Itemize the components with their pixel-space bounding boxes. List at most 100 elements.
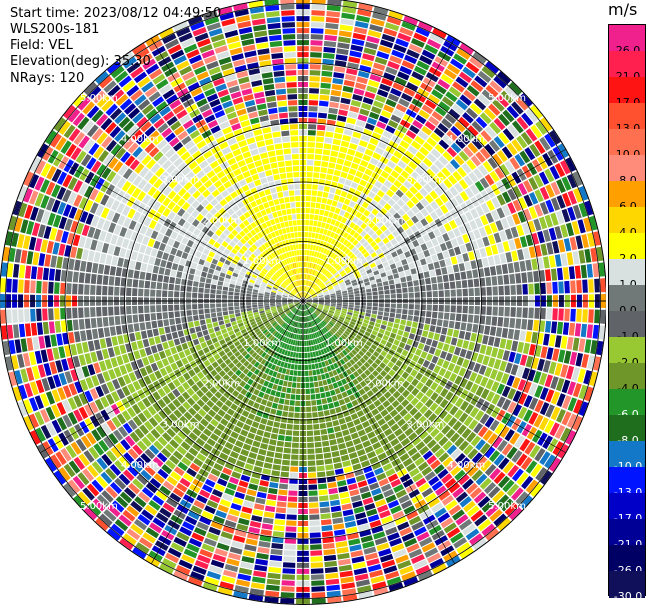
- range-gate: [181, 252, 189, 260]
- range-gate: [178, 351, 186, 359]
- range-gate: [325, 470, 335, 477]
- range-gate: [114, 519, 129, 532]
- range-gate: [199, 433, 209, 442]
- range-gate: [382, 130, 393, 140]
- range-gate: [550, 376, 559, 390]
- range-gate: [424, 471, 436, 482]
- range-gate: [218, 350, 226, 357]
- range-gate: [193, 413, 203, 422]
- range-gate: [305, 394, 311, 400]
- range-gate: [303, 328, 306, 334]
- range-gate: [420, 218, 429, 227]
- range-gate: [539, 320, 546, 332]
- range-gate: [305, 328, 308, 334]
- range-gate: [380, 483, 392, 492]
- range-gate: [1, 325, 8, 340]
- range-gate: [304, 364, 309, 370]
- range-gate: [152, 265, 159, 274]
- range-gate: [273, 323, 279, 328]
- range-gate: [565, 157, 577, 172]
- range-gate: [334, 286, 340, 290]
- range-gate: [447, 362, 456, 372]
- range-gate: [310, 34, 324, 40]
- range-gate: [399, 452, 410, 462]
- range-gate: [286, 508, 297, 514]
- range-gate: [275, 446, 284, 453]
- range-gate: [364, 148, 374, 157]
- range-gate: [316, 252, 320, 258]
- range-gate: [480, 376, 489, 387]
- range-gate: [368, 221, 376, 229]
- range-gate: [148, 219, 157, 230]
- range-gate: [314, 338, 318, 345]
- range-gate: [23, 171, 34, 187]
- range-gate: [485, 212, 494, 224]
- range-gate: [204, 303, 210, 309]
- range-gate: [489, 369, 498, 380]
- range-gate: [89, 202, 99, 214]
- range-gate: [240, 561, 254, 570]
- range-gate: [479, 344, 487, 355]
- range-gate: [291, 358, 296, 364]
- range-gate: [469, 56, 484, 69]
- range-gate: [371, 186, 380, 194]
- range-gate: [292, 333, 295, 339]
- range-gate: [420, 351, 428, 359]
- range-gate: [287, 496, 298, 502]
- range-gate: [439, 242, 448, 252]
- range-gate: [463, 444, 474, 456]
- range-gate: [295, 328, 298, 334]
- range-gate: [335, 228, 342, 235]
- range-gate: [447, 174, 458, 185]
- range-gate: [322, 309, 328, 313]
- range-gate: [280, 598, 295, 604]
- range-gate: [200, 324, 208, 331]
- range-gate: [218, 536, 232, 546]
- range-gate: [392, 373, 401, 381]
- range-gate: [475, 385, 485, 397]
- range-gate: [521, 272, 528, 284]
- range-gate: [42, 308, 48, 321]
- range-gate: [332, 282, 339, 287]
- range-gate: [452, 487, 465, 499]
- range-gate: [286, 350, 291, 357]
- range-gate: [150, 362, 159, 372]
- range-gate: [327, 168, 335, 175]
- range-gate: [307, 244, 311, 250]
- range-gate: [491, 316, 498, 326]
- range-gate: [12, 200, 22, 216]
- range-gate: [311, 263, 314, 269]
- range-gate: [417, 415, 427, 425]
- range-gate: [196, 331, 203, 338]
- range-gate: [464, 187, 475, 199]
- range-gate: [411, 274, 418, 281]
- range-gate: [260, 314, 266, 319]
- range-gate: [368, 248, 375, 255]
- range-gate: [314, 264, 318, 270]
- range-gate: [463, 146, 474, 158]
- range-gate: [329, 101, 340, 109]
- range-gate: [330, 303, 336, 306]
- range-gate: [415, 426, 425, 436]
- range-gate: [479, 247, 487, 258]
- range-gate: [387, 60, 400, 70]
- range-gate: [255, 347, 262, 354]
- range-gate: [246, 457, 256, 465]
- range-gate: [516, 116, 529, 130]
- range-gate: [211, 404, 220, 413]
- range-gate: [356, 375, 364, 383]
- range-gate: [333, 314, 339, 318]
- range-gate: [325, 22, 339, 30]
- range-gate: [527, 369, 536, 382]
- range-gate: [566, 413, 578, 429]
- range-gate: [216, 294, 222, 299]
- range-gate: [458, 116, 470, 128]
- range-gate: [338, 564, 352, 572]
- range-gate: [496, 194, 506, 206]
- range-gate: [249, 331, 256, 337]
- range-gate: [362, 274, 368, 280]
- range-gate: [145, 365, 153, 375]
- range-gate: [230, 373, 238, 381]
- range-gate: [426, 291, 432, 298]
- range-gate: [281, 368, 287, 374]
